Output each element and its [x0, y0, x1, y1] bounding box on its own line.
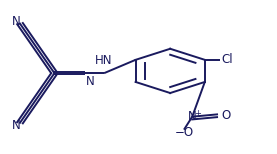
Text: N: N [12, 119, 21, 132]
Text: N: N [12, 15, 21, 28]
Text: −O: −O [175, 126, 194, 139]
Text: N: N [188, 110, 197, 123]
Text: N: N [86, 75, 95, 89]
Text: +: + [194, 109, 201, 118]
Text: HN: HN [95, 54, 113, 67]
Text: Cl: Cl [221, 53, 233, 66]
Text: O: O [221, 109, 231, 122]
